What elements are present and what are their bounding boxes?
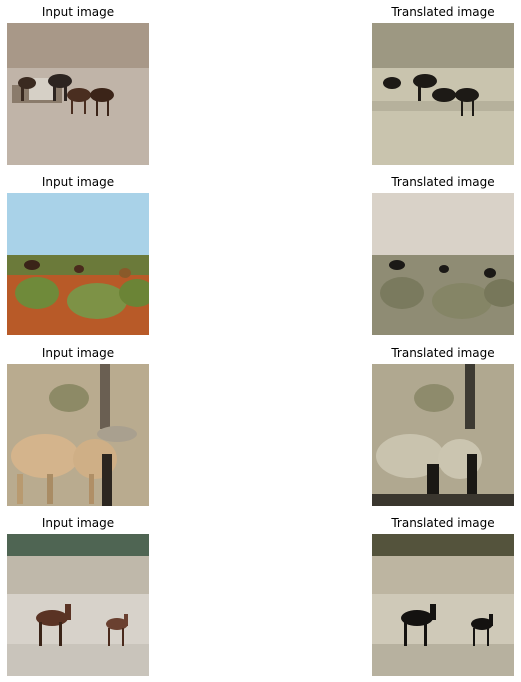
- input-caption-4: Input image: [41, 516, 115, 530]
- input-image-1: [7, 23, 149, 165]
- output-image-4: [372, 534, 514, 676]
- input-image-4: [7, 534, 149, 676]
- input-caption-3: Input image: [41, 346, 115, 360]
- output-image-2: [372, 193, 514, 335]
- output-caption-3: Translated image: [391, 346, 495, 360]
- output-image-3: [372, 364, 514, 506]
- output-image-1: [372, 23, 514, 165]
- input-image-2: [7, 193, 149, 335]
- input-image-3: [7, 364, 149, 506]
- input-caption-2: Input image: [41, 175, 115, 189]
- input-caption-1: Input image: [41, 5, 115, 19]
- output-caption-2: Translated image: [391, 175, 495, 189]
- output-caption-1: Translated image: [391, 5, 495, 19]
- output-caption-4: Translated image: [391, 516, 495, 530]
